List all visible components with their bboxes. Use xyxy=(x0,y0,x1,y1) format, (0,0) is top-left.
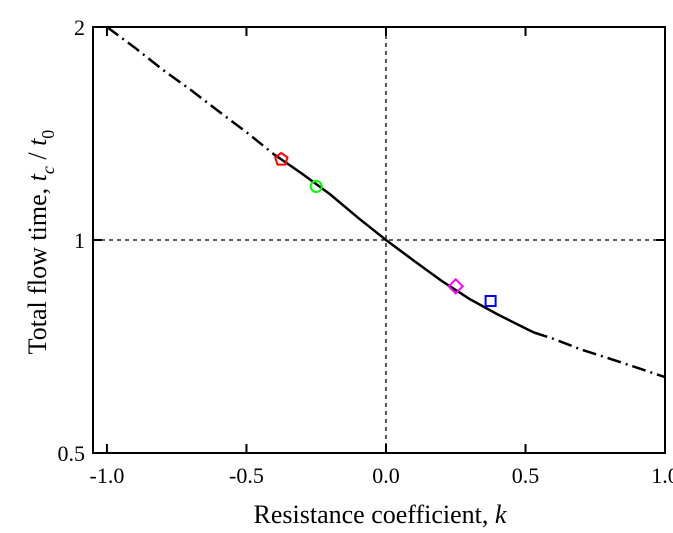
x-axis-title: Resistance coefficient, k xyxy=(254,500,507,529)
x-tick-label: -0.5 xyxy=(229,463,264,488)
diamond-marker xyxy=(447,277,465,295)
marker-layer xyxy=(274,151,497,307)
y-tick-label: 1 xyxy=(74,228,85,253)
series-line-3 xyxy=(533,331,666,379)
circle-marker xyxy=(309,180,323,194)
y-tick-label: 0.5 xyxy=(58,441,86,466)
y-axis-title: Total flow time, tc / t0 xyxy=(23,130,58,355)
square-marker xyxy=(484,294,497,307)
x-axis-ticks: -1.0 -0.5 0.0 0.5 1.0 xyxy=(90,27,673,488)
pentagon-marker xyxy=(274,151,289,166)
series-line-2 xyxy=(106,25,283,161)
y-axis-ticks: 0.5 1 2 xyxy=(58,15,665,466)
x-tick-label: 1.0 xyxy=(651,463,673,488)
x-tick-label: 0.5 xyxy=(512,463,540,488)
x-tick-label: -1.0 xyxy=(90,463,125,488)
x-tick-label: 0.0 xyxy=(372,463,400,488)
plot-frame xyxy=(92,26,666,454)
y-tick-label: 2 xyxy=(74,15,85,40)
reference-lines xyxy=(93,27,665,453)
plot-area xyxy=(92,26,666,454)
